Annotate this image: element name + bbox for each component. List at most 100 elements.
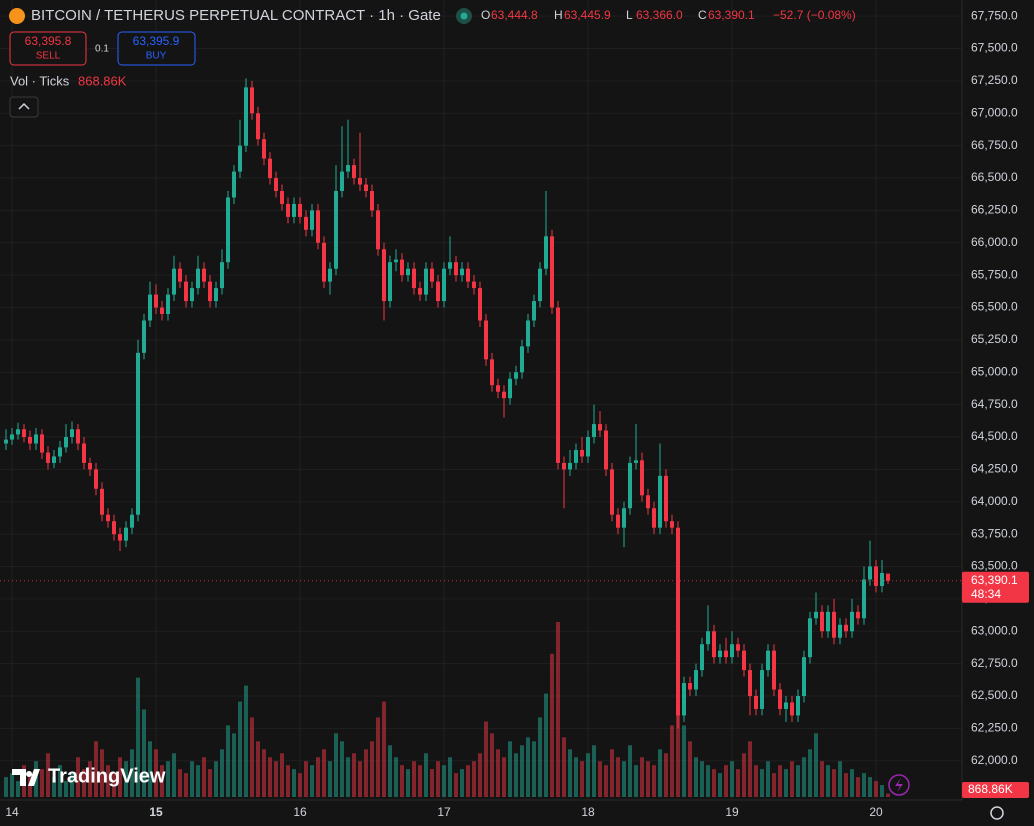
- candle-body: [22, 429, 26, 438]
- candle-body: [40, 434, 44, 453]
- candle-body: [148, 294, 152, 321]
- volume-bar: [136, 677, 140, 797]
- candle-body: [646, 495, 650, 509]
- candle-body: [160, 307, 164, 315]
- volume-bar: [292, 769, 296, 797]
- volume-bar: [604, 765, 608, 797]
- sell-button[interactable]: 63,395.8 SELL: [9, 31, 87, 66]
- volume-bar: [742, 753, 746, 797]
- volume-bar: [694, 757, 698, 797]
- candle-body: [460, 268, 464, 276]
- volume-bar: [616, 757, 620, 797]
- candle-body: [814, 611, 818, 619]
- sell-label[interactable]: SELL: [36, 51, 61, 62]
- volume-bar: [346, 757, 350, 797]
- x-tick-label: 20: [869, 805, 883, 819]
- candle-body: [472, 281, 476, 289]
- candle-body: [82, 443, 86, 463]
- change: −52.7 (−0.08%): [773, 8, 856, 22]
- volume-bar: [70, 773, 74, 797]
- candle-body: [514, 372, 518, 379]
- candle-body: [388, 262, 392, 302]
- volume-bar: [592, 745, 596, 797]
- candle-body: [796, 695, 800, 716]
- volume-bar: [82, 769, 86, 797]
- sell-box[interactable]: [9, 31, 87, 66]
- candle-body: [142, 320, 146, 353]
- y-tick-label: 65,250.0: [971, 332, 1018, 346]
- volume-bar: [838, 761, 842, 797]
- candle-body: [496, 385, 500, 392]
- ohlc-letter: O: [481, 8, 490, 22]
- candle-body: [490, 359, 494, 386]
- y-tick-label: 62,250.0: [971, 721, 1018, 735]
- volume-bar: [310, 765, 314, 797]
- volume-bar: [124, 761, 128, 797]
- volume-bar: [340, 741, 344, 797]
- volume-bar: [874, 781, 878, 797]
- candle-body: [874, 566, 878, 586]
- candle-body: [772, 650, 776, 690]
- candle-body: [154, 294, 158, 308]
- candle-body: [328, 268, 332, 282]
- candle-body: [118, 534, 122, 541]
- volume-bar: [328, 761, 332, 797]
- y-tick-label: 66,250.0: [971, 203, 1018, 217]
- volume-bar: [184, 773, 188, 797]
- volume-bar: [556, 622, 560, 797]
- candle-body: [766, 650, 770, 671]
- candle-body: [28, 437, 32, 444]
- volume-bar: [886, 793, 890, 797]
- candle-body: [622, 508, 626, 528]
- candle-body: [748, 670, 752, 696]
- volume-bar: [448, 757, 452, 797]
- volume-bar: [352, 753, 356, 797]
- buy-price[interactable]: 63,395.9: [133, 34, 180, 48]
- volume-bar: [4, 777, 8, 797]
- collapse-icon[interactable]: [18, 102, 30, 110]
- volume-bar: [490, 733, 494, 797]
- candle-body: [850, 611, 854, 632]
- volume-bar: [772, 773, 776, 797]
- candle-body: [790, 702, 794, 716]
- candle-body: [880, 572, 884, 586]
- candle-body: [712, 631, 716, 658]
- volume-bar: [634, 765, 638, 797]
- last-price-tag: [962, 571, 1029, 603]
- collapse-box[interactable]: [9, 96, 39, 118]
- volume-bar: [208, 769, 212, 797]
- volume-bar: [640, 757, 644, 797]
- volume-bar: [100, 749, 104, 797]
- buy-box[interactable]: [117, 31, 196, 66]
- sell-price[interactable]: 63,395.8: [25, 34, 72, 48]
- candle-body: [34, 434, 38, 444]
- candle-body: [538, 268, 542, 302]
- buy-button[interactable]: 63,395.9 BUY: [117, 31, 196, 66]
- volume-bar: [826, 765, 830, 797]
- volume-bar: [562, 737, 566, 797]
- flash-icon[interactable]: [888, 774, 910, 796]
- y-tick-label: 64,250.0: [971, 462, 1018, 476]
- volume-bar: [250, 717, 254, 797]
- volume-bar: [58, 765, 62, 797]
- buy-label[interactable]: BUY: [146, 51, 167, 62]
- candle-body: [736, 644, 740, 651]
- candle-body: [742, 650, 746, 671]
- candle-body: [592, 424, 596, 438]
- quantity: 0.1: [95, 44, 109, 55]
- candle-body: [172, 268, 176, 295]
- volume-bar: [130, 749, 134, 797]
- candle-body: [706, 631, 710, 645]
- volume-bar: [268, 757, 272, 797]
- candle-body: [568, 462, 572, 470]
- brand-logo: [12, 769, 40, 786]
- volume-last: 868.86K: [78, 73, 127, 88]
- y-tick-label: 66,000.0: [971, 235, 1018, 249]
- volume-bar: [358, 761, 362, 797]
- candle-body: [208, 281, 212, 302]
- volume-bar: [538, 717, 542, 797]
- settings-icon[interactable]: [990, 806, 1004, 820]
- candle-body: [364, 184, 368, 191]
- volume-bar: [364, 749, 368, 797]
- collapse-button[interactable]: [9, 96, 39, 118]
